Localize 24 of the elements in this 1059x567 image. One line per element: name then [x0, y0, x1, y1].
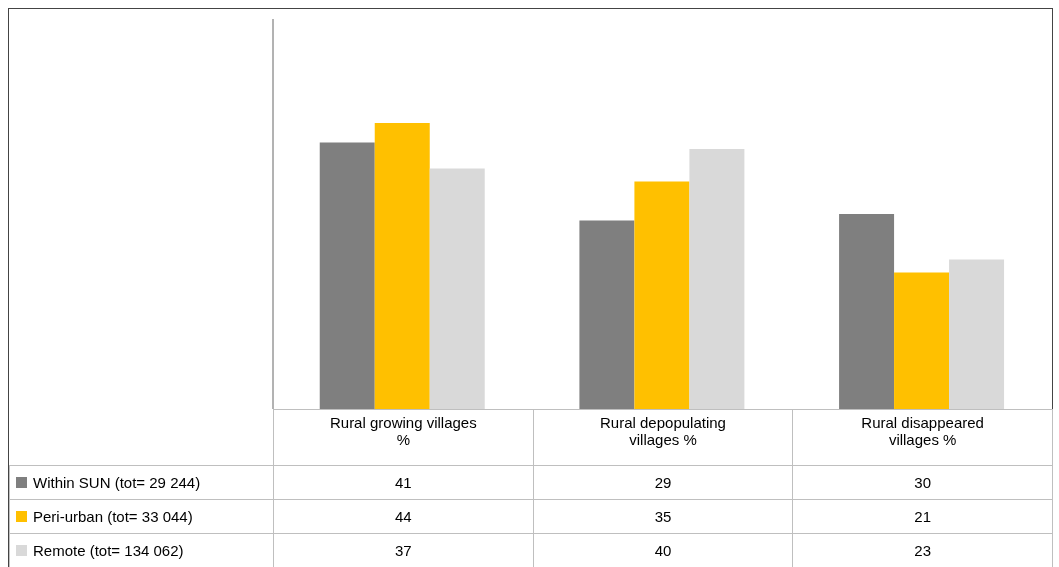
x-tick-label: Rural disappeared villages %	[792, 409, 1053, 466]
data-label: 30	[792, 465, 1053, 500]
data-label: 41	[273, 465, 534, 500]
legend-label: Remote (tot= 134 062)	[9, 533, 274, 567]
bar	[894, 272, 950, 409]
data-label: 35	[533, 499, 793, 534]
bar	[579, 220, 635, 409]
legend-label: Within SUN (tot= 29 244)	[9, 465, 274, 500]
bar	[839, 214, 895, 409]
data-label: 44	[273, 499, 534, 534]
data-label: 23	[792, 533, 1053, 567]
bar	[429, 168, 485, 409]
x-tick-label: Rural growing villages %	[273, 409, 534, 466]
bar	[689, 149, 745, 409]
data-label: 29	[533, 465, 793, 500]
legend-label: Peri-urban (tot= 33 044)	[9, 499, 274, 534]
bar	[634, 181, 690, 409]
bar	[949, 259, 1005, 409]
data-label: 21	[792, 499, 1053, 534]
bar	[319, 142, 375, 409]
x-tick-label: Rural depopulating villages %	[533, 409, 793, 466]
bar	[374, 123, 430, 409]
data-label: 37	[273, 533, 534, 567]
data-label: 40	[533, 533, 793, 567]
